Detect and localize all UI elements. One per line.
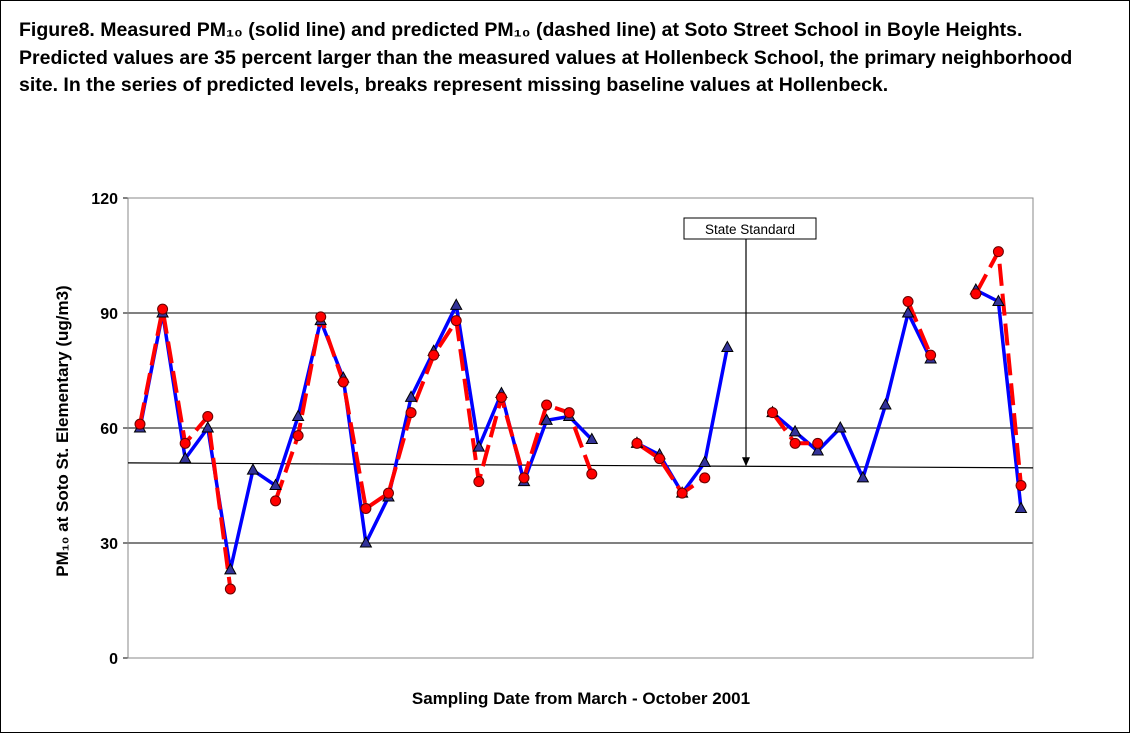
circle-marker — [699, 472, 711, 484]
circle-marker — [450, 315, 462, 327]
circle-marker — [315, 311, 327, 323]
circle-marker — [541, 399, 553, 411]
circle-marker — [925, 349, 937, 361]
circle-marker — [224, 583, 236, 595]
triangle-marker — [269, 478, 282, 490]
triangle-marker — [833, 420, 847, 433]
circle-marker — [518, 472, 530, 484]
circle-marker — [382, 487, 394, 499]
y-axis-label: PM₁₀ at Soto St. Elementary (ug/m3) — [53, 285, 72, 576]
circle-marker — [992, 246, 1004, 258]
triangle-marker — [1014, 501, 1028, 513]
circle-marker — [495, 391, 507, 403]
circle-marker — [179, 437, 191, 449]
y-tick-label: 120 — [91, 191, 118, 208]
series-line — [138, 288, 1023, 572]
circle-marker — [337, 376, 349, 388]
series-line — [138, 249, 1023, 590]
circle-marker — [654, 453, 666, 465]
triangle-marker — [359, 535, 373, 548]
triangle-marker — [811, 443, 825, 456]
triangle-marker — [540, 413, 553, 425]
triangle-marker — [856, 470, 870, 483]
circle-marker — [789, 437, 801, 449]
y-tick-label: 60 — [100, 421, 118, 438]
triangle-marker — [879, 397, 892, 410]
circle-marker — [428, 349, 440, 361]
x-axis-label: Sampling Date from March - October 2001 — [412, 689, 750, 708]
triangle-marker — [449, 298, 463, 310]
triangle-marker — [404, 390, 418, 402]
circle-marker — [270, 495, 282, 507]
circle-marker — [1015, 480, 1027, 491]
chart-title: Figure8. Measured PM₁₀ (solid line) and … — [19, 19, 1073, 96]
triangle-marker — [246, 463, 260, 475]
arrow-head — [742, 457, 750, 467]
circle-marker — [812, 437, 824, 449]
triangle-marker — [178, 451, 192, 464]
plot-area — [127, 197, 1034, 659]
reference-line — [127, 462, 1034, 469]
circle-marker — [767, 407, 779, 419]
triangle-marker — [201, 420, 215, 433]
triangle-marker — [992, 294, 1005, 306]
annotation-label: State Standard — [705, 222, 795, 237]
y-tick-label: 30 — [100, 536, 118, 553]
triangle-marker — [291, 409, 305, 421]
triangle-marker — [472, 440, 486, 452]
circle-marker — [631, 437, 643, 449]
circle-marker — [676, 487, 688, 499]
circle-marker — [292, 430, 304, 442]
triangle-marker — [585, 432, 599, 444]
circle-marker — [405, 407, 417, 419]
circle-marker — [563, 407, 575, 419]
triangle-marker — [720, 340, 734, 352]
circle-marker — [970, 288, 982, 300]
triangle-marker — [698, 455, 712, 467]
circle-marker — [202, 411, 214, 422]
circle-marker — [134, 418, 146, 430]
circle-marker — [157, 303, 169, 315]
triangle-marker — [901, 305, 915, 318]
triangle-marker — [788, 424, 802, 437]
circle-marker — [360, 503, 372, 514]
y-tick-label: 90 — [100, 306, 118, 323]
y-tick-label: 0 — [109, 651, 118, 668]
circle-marker — [586, 468, 598, 480]
circle-marker — [902, 296, 914, 307]
annotation-box — [683, 217, 817, 240]
triangle-marker — [224, 562, 237, 575]
circle-marker — [473, 476, 485, 488]
